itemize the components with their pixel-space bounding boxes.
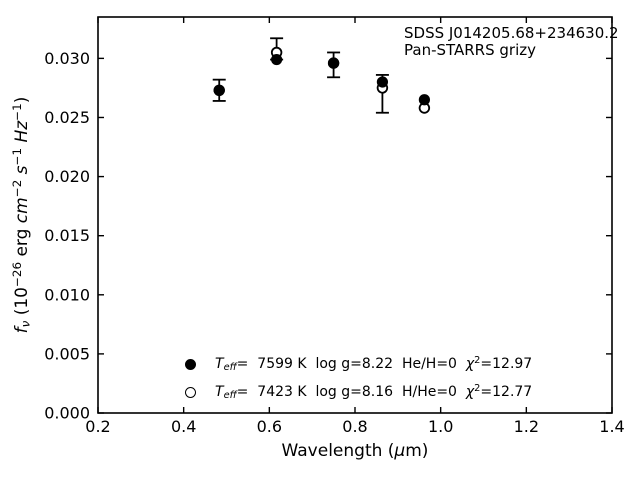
y-tick-label: 0.025 (44, 108, 90, 127)
y-tick-label: 0.020 (44, 167, 90, 186)
data-point-filled-y (418, 94, 430, 106)
y-tick-label: 0.015 (44, 226, 90, 245)
x-tick-label: 1.0 (428, 417, 453, 436)
x-tick-label: 0.8 (342, 417, 367, 436)
legend-row-he-model: Teff= 7599 K log g=8.22 He/H=0 χ2=12.97 (185, 355, 532, 373)
annotation-object-name: SDSS J014205.68+234630.2 (404, 24, 619, 42)
x-tick-label: 1.2 (514, 417, 539, 436)
data-point-filled-i (327, 57, 340, 69)
filled-circle-marker-icon (185, 358, 196, 370)
legend-text-h-model: Teff= 7423 K log g=8.16 H/He=0 χ2=12.77 (215, 383, 533, 401)
y-axis-label: fν (10−26 erg cm−2 s−1 Hz−1) (10, 96, 33, 334)
x-tick-label: 1.4 (599, 417, 624, 436)
data-point-filled-r (271, 53, 283, 66)
plot-frame (97, 16, 613, 414)
annotation: SDSS J014205.68+234630.2 Pan-STARRS griz… (404, 25, 619, 59)
x-tick-label: 0.2 (85, 417, 110, 436)
y-tick-label: 0.005 (44, 344, 90, 363)
data-point-filled-z (376, 76, 389, 88)
legend-text-he-model: Teff= 7599 K log g=8.22 He/H=0 χ2=12.97 (215, 355, 533, 373)
legend-row-h-model: Teff= 7423 K log g=8.16 H/He=0 χ2=12.77 (185, 383, 532, 401)
x-axis-label: Wavelength (μm) (281, 441, 429, 461)
annotation-survey: Pan-STARRS grizy (404, 41, 537, 59)
y-tick-label: 0.000 (44, 404, 90, 423)
y-tick-label: 0.030 (44, 49, 90, 68)
x-tick-label: 0.4 (171, 417, 196, 436)
y-tick-label: 0.010 (44, 285, 90, 304)
x-tick-label: 0.6 (257, 417, 282, 436)
open-circle-marker-icon (185, 386, 196, 398)
data-point-filled-g (213, 84, 225, 96)
